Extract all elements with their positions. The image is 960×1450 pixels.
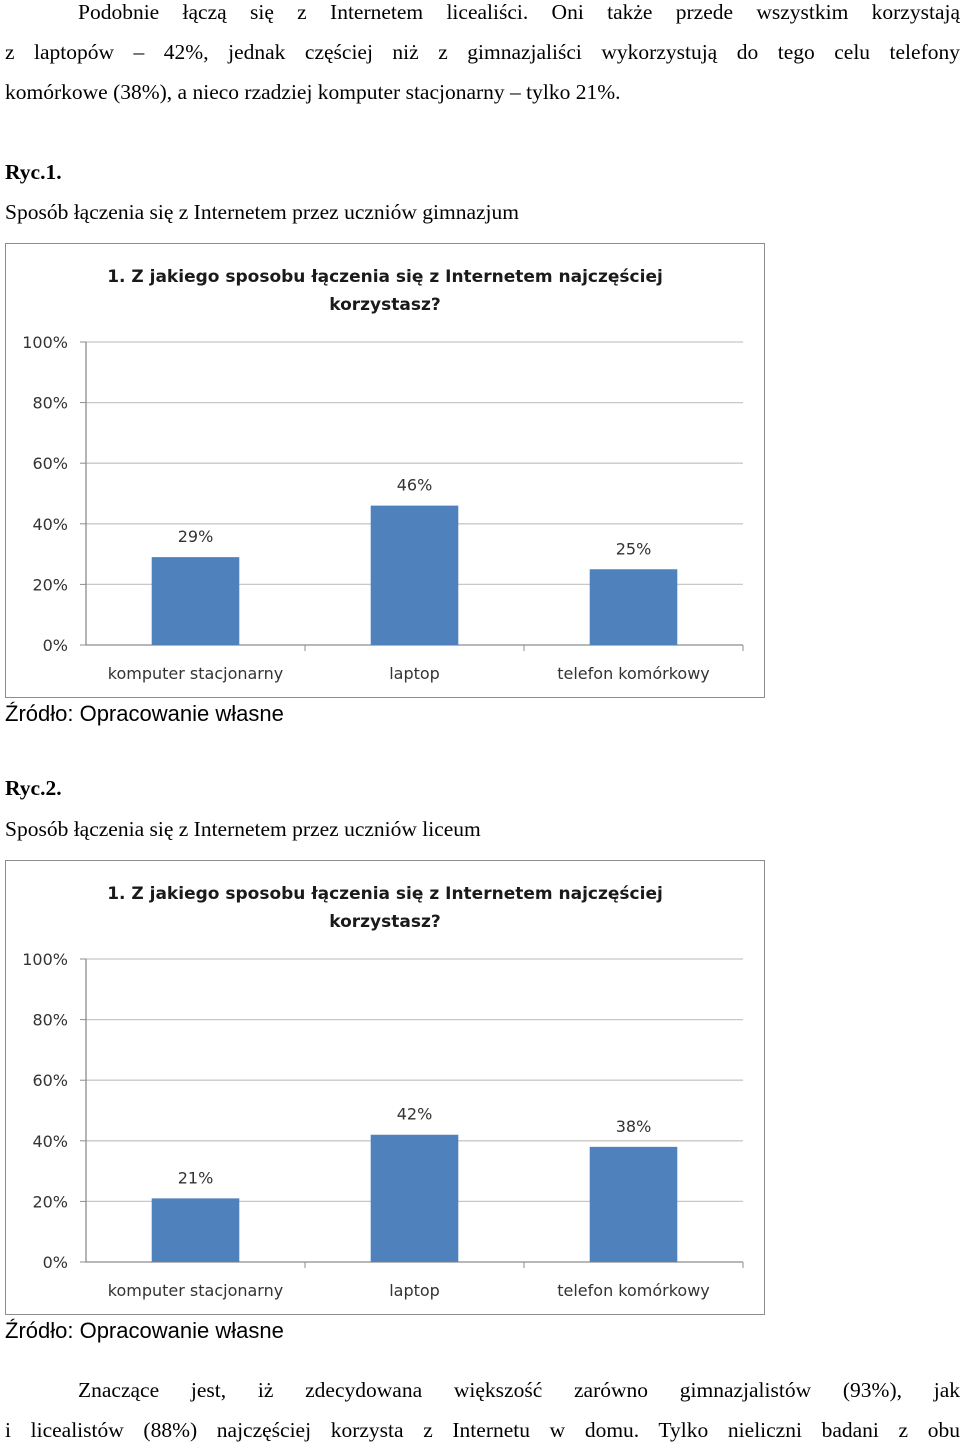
data-label: 29% bbox=[178, 527, 214, 546]
x-tick-label: laptop bbox=[389, 1281, 440, 1300]
figure-1-source: Źródło: Opracowanie własne bbox=[5, 701, 284, 726]
data-label: 38% bbox=[616, 1117, 652, 1136]
chart-title-line: korzystasz? bbox=[329, 912, 440, 932]
chart-1-svg: 1. Z jakiego sposobu łączenia się z Inte… bbox=[22, 267, 744, 683]
chart-title-line: 1. Z jakiego sposobu łączenia się z Inte… bbox=[107, 267, 663, 287]
data-label: 25% bbox=[616, 539, 652, 558]
y-tick-label: 20% bbox=[32, 1192, 68, 1211]
data-label: 42% bbox=[397, 1105, 433, 1124]
figure-2-source: Źródło: Opracowanie własne bbox=[5, 1318, 284, 1343]
bar bbox=[151, 557, 240, 645]
y-tick-label: 80% bbox=[32, 394, 68, 413]
outro-line-2: i licealistów (88%) najczęściej korzysta… bbox=[5, 1418, 960, 1442]
intro-line-2: z laptopów – 42%, jednak częściej niż z … bbox=[5, 40, 960, 64]
chart-title-line: korzystasz? bbox=[329, 295, 440, 315]
intro-line-1: Podobnie łączą się z Internetem licealiś… bbox=[78, 0, 960, 24]
bar bbox=[589, 569, 678, 645]
outro-paragraph: Znaczące jest, iż zdecydowana większość … bbox=[5, 1370, 960, 1450]
y-tick-label: 60% bbox=[32, 1071, 68, 1090]
data-label: 46% bbox=[397, 476, 433, 495]
x-tick-label: komputer stacjonarny bbox=[108, 664, 283, 683]
intro-line-3: komórkowe (38%), a nieco rzadziej komput… bbox=[5, 80, 621, 104]
data-label: 21% bbox=[178, 1168, 214, 1187]
figure-1-caption: Sposób łączenia się z Internetem przez u… bbox=[5, 200, 520, 224]
y-tick-label: 0% bbox=[43, 636, 68, 655]
outro-line-1: Znaczące jest, iż zdecydowana większość … bbox=[78, 1378, 960, 1402]
y-tick-label: 20% bbox=[32, 575, 68, 594]
bar bbox=[370, 1134, 459, 1262]
y-tick-label: 40% bbox=[32, 515, 68, 534]
y-tick-label: 40% bbox=[32, 1132, 68, 1151]
x-tick-label: telefon komórkowy bbox=[557, 664, 710, 683]
chart-1: 1. Z jakiego sposobu łączenia się z Inte… bbox=[5, 243, 765, 698]
y-tick-label: 100% bbox=[22, 333, 68, 352]
intro-paragraph: Podobnie łączą się z Internetem licealiś… bbox=[5, 0, 960, 112]
y-tick-label: 80% bbox=[32, 1011, 68, 1030]
x-tick-label: laptop bbox=[389, 664, 440, 683]
x-tick-label: telefon komórkowy bbox=[557, 1281, 710, 1300]
bar bbox=[370, 505, 459, 645]
x-tick-label: komputer stacjonarny bbox=[108, 1281, 283, 1300]
chart-2-svg: 1. Z jakiego sposobu łączenia się z Inte… bbox=[22, 884, 744, 1300]
chart-2: 1. Z jakiego sposobu łączenia się z Inte… bbox=[5, 860, 765, 1315]
y-tick-label: 60% bbox=[32, 454, 68, 473]
figure-2-label: Ryc.2. bbox=[5, 776, 62, 800]
y-tick-label: 0% bbox=[43, 1253, 68, 1272]
y-tick-label: 100% bbox=[22, 950, 68, 969]
figure-2-caption: Sposób łączenia się z Internetem przez u… bbox=[5, 817, 481, 841]
figure-1-label: Ryc.1. bbox=[5, 160, 62, 184]
bar bbox=[589, 1146, 678, 1262]
bar bbox=[151, 1198, 240, 1262]
chart-title-line: 1. Z jakiego sposobu łączenia się z Inte… bbox=[107, 884, 663, 904]
